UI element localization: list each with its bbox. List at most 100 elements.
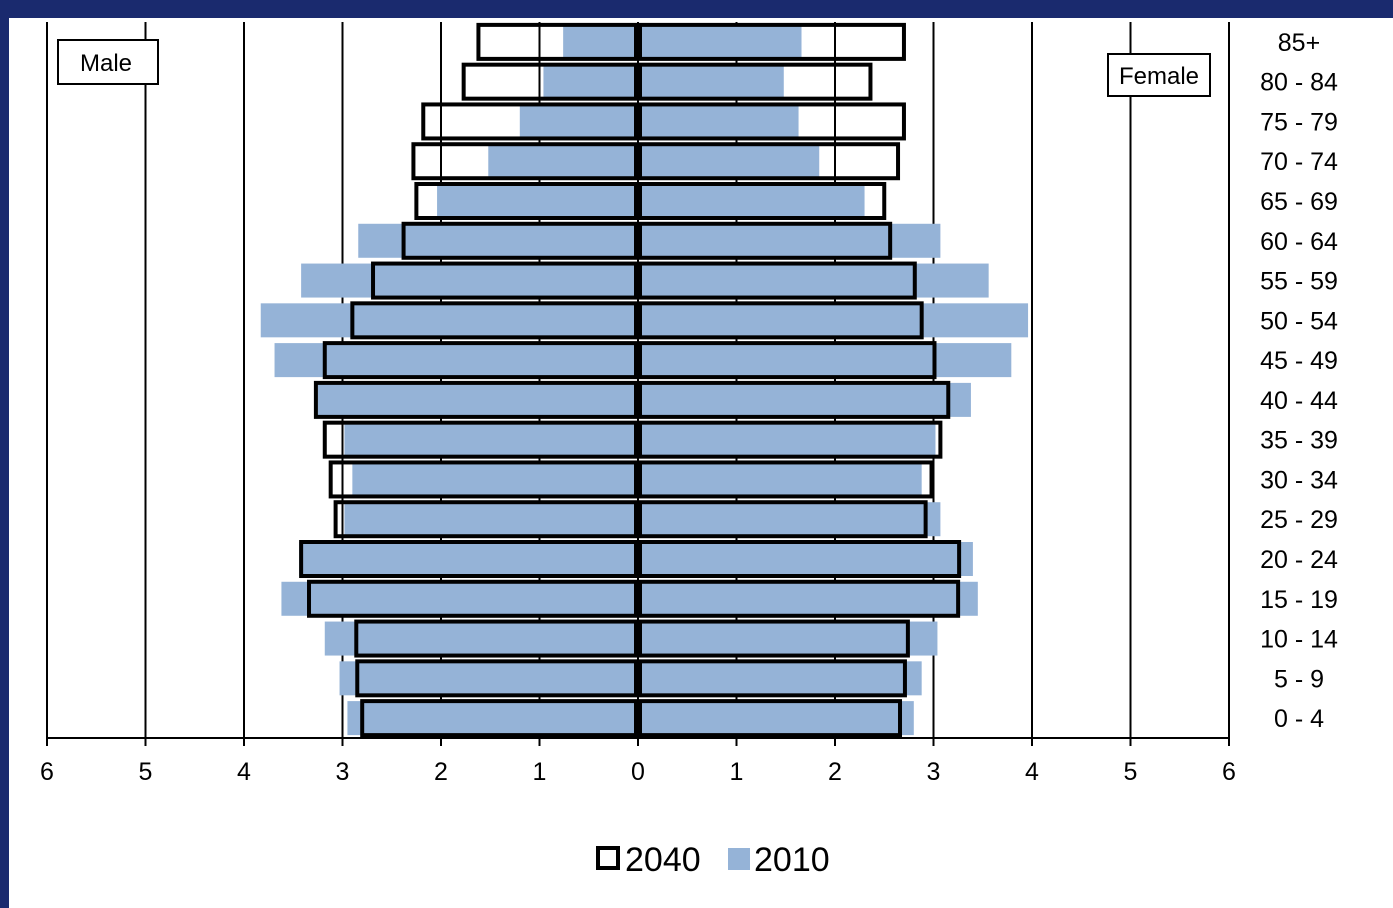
x-tick-label: 2 (828, 758, 842, 786)
bar-2040-female (638, 142, 901, 181)
bar-2040-female (638, 699, 903, 738)
x-tick-label: 6 (40, 758, 54, 786)
bar-2040-female (638, 62, 873, 101)
bar-2040-male (371, 261, 638, 300)
female-label: Female (1119, 63, 1199, 90)
bar-2040-male (414, 182, 638, 220)
age-group-label: 15 - 19 (1260, 586, 1338, 614)
bar-2010-female (638, 64, 784, 99)
bar-2040-male (322, 420, 638, 459)
male-label: Male (80, 50, 132, 77)
age-group-label: 50 - 54 (1260, 307, 1338, 335)
age-group-label: 55 - 59 (1260, 268, 1338, 296)
bar-2010-male (317, 382, 638, 417)
window-frame-top (0, 0, 1393, 18)
gridlines (46, 22, 1230, 738)
bar-2010-female (638, 104, 799, 139)
bar-2040-female (638, 420, 943, 459)
age-group-label: 45 - 49 (1260, 347, 1338, 375)
x-tick-label: 3 (927, 758, 941, 786)
bar-2010-female (638, 144, 820, 179)
bar-2040-female (638, 579, 961, 618)
bar-2010-male (358, 223, 638, 258)
bar-2040-male (354, 619, 638, 658)
age-group-label: 85+ (1278, 29, 1320, 57)
age-group-label: 40 - 44 (1260, 387, 1338, 415)
bar-2010-female (638, 661, 922, 696)
x-tick-label: 3 (336, 758, 350, 786)
bar-2010-male (488, 144, 638, 179)
bar-2010-male (299, 542, 638, 576)
age-group-label: 5 - 9 (1274, 665, 1324, 693)
age-group-label: 0 - 4 (1274, 705, 1324, 733)
bar-2010-male (274, 343, 638, 378)
bar-2010-female (638, 223, 941, 258)
male-label-box: Male (57, 39, 159, 85)
bar-2010-female (638, 422, 936, 457)
bar-2040-male (307, 579, 638, 618)
legend-swatch-2010 (728, 848, 750, 870)
x-tick-label: 5 (139, 758, 153, 786)
legend-swatch-2040 (596, 846, 620, 870)
age-group-label: 10 - 14 (1260, 626, 1338, 654)
legend-label-2010: 2010 (754, 841, 830, 879)
bar-2040-female (638, 619, 910, 658)
x-tick-label: 4 (1025, 758, 1039, 786)
bar-2010-male (324, 621, 638, 656)
window-frame-left (0, 0, 9, 908)
bar-2010-female (638, 303, 1029, 338)
bar-2010-female (638, 382, 971, 417)
bar-2040-female (638, 102, 906, 141)
x-tick-label: 0 (631, 758, 645, 786)
x-tick-label: 4 (237, 758, 251, 786)
bar-2040-male (461, 62, 638, 101)
bar-2010-female (638, 701, 914, 736)
age-group-label: 65 - 69 (1260, 188, 1338, 216)
bar-2010-male (301, 263, 638, 298)
bar-2040-male (476, 22, 638, 61)
age-group-label: 75 - 79 (1260, 108, 1338, 136)
bar-2010-female (638, 581, 978, 616)
bar-2040-male (299, 540, 638, 578)
female-label-box: Female (1107, 53, 1211, 97)
legend: 2040 2010 (596, 841, 830, 879)
bar-2010-female (638, 462, 922, 497)
bar-2040-male (350, 301, 638, 340)
bar-2040-female (638, 460, 934, 499)
age-group-label: 60 - 64 (1260, 228, 1338, 256)
bar-2010-male (519, 104, 638, 139)
bar-2010-male (347, 701, 638, 736)
bar-2010-male (281, 581, 638, 616)
bar-2040-female (638, 261, 917, 300)
bar-2010-male (339, 661, 638, 696)
bar-2010-female (638, 263, 989, 298)
bar-2040-female (638, 301, 924, 340)
bar-2010-female (638, 24, 802, 59)
bar-2040-female (638, 182, 887, 220)
age-group-labels: 85+ 80 - 84 75 - 79 70 - 74 65 - 69 60 - 64 55… (1260, 29, 1338, 733)
x-tick-label: 1 (533, 758, 547, 786)
age-group-label: 70 - 74 (1260, 148, 1338, 176)
bar-2040-male (328, 460, 638, 499)
bar-2010-female (638, 542, 973, 576)
bar-2040-female (638, 380, 951, 419)
bar-2010-male (260, 303, 638, 338)
bar-2040-male (421, 102, 638, 141)
bar-2010-male (563, 24, 638, 59)
bar-2040-female (638, 540, 962, 578)
bar-2010-male (543, 64, 638, 99)
x-axis: 6 5 4 3 2 1 0 1 2 3 4 5 6 (40, 22, 1236, 786)
age-group-label: 80 - 84 (1260, 69, 1338, 97)
bar-2040-male (401, 221, 638, 260)
age-group-label: 20 - 24 (1260, 546, 1338, 574)
legend-label-2040: 2040 (625, 841, 701, 879)
bar-2040-female (638, 221, 893, 260)
x-tick-label: 6 (1222, 758, 1236, 786)
bar-2010-female (638, 184, 865, 218)
bar-2010-female (638, 621, 938, 656)
bar-2040-female (638, 22, 906, 61)
bar-2010-male (344, 422, 638, 457)
age-group-label: 25 - 29 (1260, 506, 1338, 534)
bar-2040-female (638, 659, 907, 698)
